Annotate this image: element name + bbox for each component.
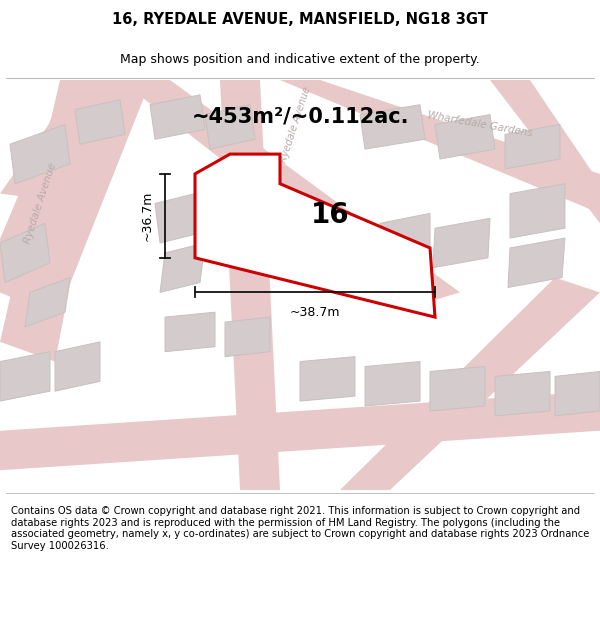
Text: ~38.7m: ~38.7m xyxy=(290,306,340,319)
Polygon shape xyxy=(225,317,270,357)
Polygon shape xyxy=(165,312,215,352)
Polygon shape xyxy=(365,362,420,406)
Polygon shape xyxy=(0,391,600,470)
Polygon shape xyxy=(160,243,205,292)
Text: 16, RYEDALE AVENUE, MANSFIELD, NG18 3GT: 16, RYEDALE AVENUE, MANSFIELD, NG18 3GT xyxy=(112,12,488,28)
Polygon shape xyxy=(280,80,600,213)
Text: Ryedale Avenue: Ryedale Avenue xyxy=(22,162,58,245)
Polygon shape xyxy=(430,366,485,411)
Polygon shape xyxy=(155,194,200,243)
Polygon shape xyxy=(0,223,50,282)
Text: 16: 16 xyxy=(311,201,349,229)
Polygon shape xyxy=(495,371,550,416)
Text: Wharfedale Gardens: Wharfedale Gardens xyxy=(427,110,533,139)
Polygon shape xyxy=(505,124,560,169)
Polygon shape xyxy=(435,114,495,159)
Text: Ryedale Avenue: Ryedale Avenue xyxy=(278,85,312,164)
Polygon shape xyxy=(0,352,50,401)
Text: Contains OS data © Crown copyright and database right 2021. This information is : Contains OS data © Crown copyright and d… xyxy=(11,506,589,551)
Polygon shape xyxy=(508,238,565,288)
Polygon shape xyxy=(555,371,600,416)
Polygon shape xyxy=(0,80,110,199)
Polygon shape xyxy=(510,184,565,238)
Polygon shape xyxy=(120,80,460,308)
Polygon shape xyxy=(55,342,100,391)
Polygon shape xyxy=(150,95,205,139)
Polygon shape xyxy=(300,357,355,401)
Polygon shape xyxy=(340,278,600,490)
Polygon shape xyxy=(433,218,490,268)
Polygon shape xyxy=(490,80,600,223)
Polygon shape xyxy=(220,80,280,490)
Polygon shape xyxy=(195,154,435,317)
Text: ~453m²/~0.112ac.: ~453m²/~0.112ac. xyxy=(191,106,409,126)
Polygon shape xyxy=(360,105,425,149)
Polygon shape xyxy=(25,278,70,327)
Polygon shape xyxy=(378,261,430,304)
Text: ~36.7m: ~36.7m xyxy=(140,191,154,241)
Polygon shape xyxy=(10,124,70,184)
Polygon shape xyxy=(0,80,110,362)
Text: Map shows position and indicative extent of the property.: Map shows position and indicative extent… xyxy=(120,54,480,66)
Polygon shape xyxy=(75,100,125,144)
Polygon shape xyxy=(380,213,430,262)
Polygon shape xyxy=(205,105,255,149)
